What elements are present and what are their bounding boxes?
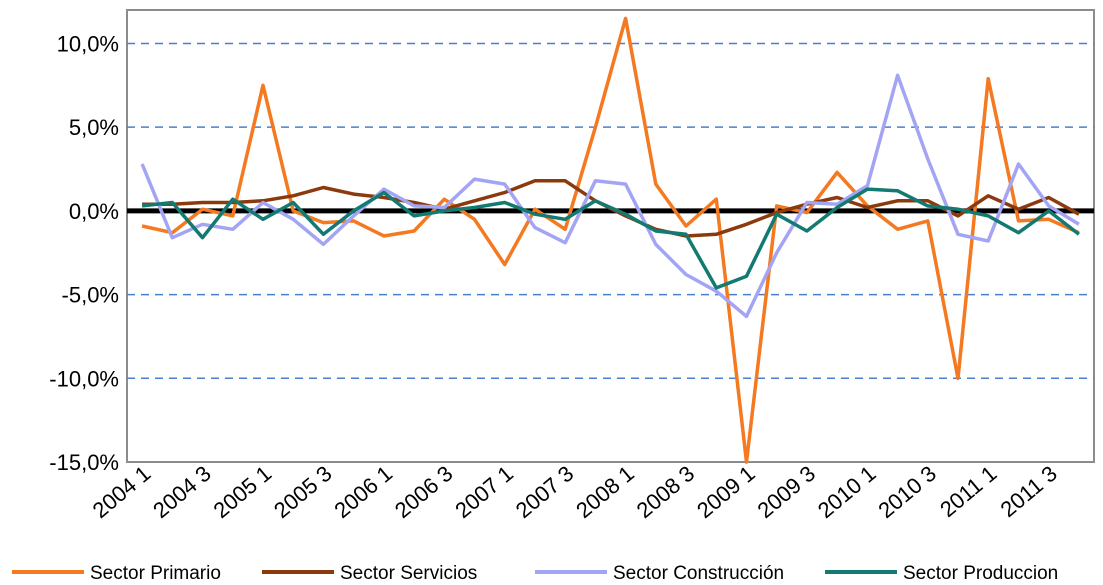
- x-tick-label: 2008 3: [632, 461, 700, 523]
- x-tick-label: 2011 3: [996, 461, 1062, 522]
- y-tick-label: 5,0%: [69, 115, 119, 140]
- x-tick-label: 2005 3: [269, 461, 337, 523]
- x-tick-label: 2009 3: [753, 461, 821, 523]
- x-tick-label: 2008 1: [571, 461, 639, 523]
- x-tick-label: 2009 1: [692, 461, 760, 523]
- y-tick-label: -15,0%: [49, 450, 119, 475]
- series-line: [140, 73, 1080, 319]
- y-tick-label: 0,0%: [69, 199, 119, 224]
- series-line: [141, 187, 1080, 290]
- plot-frame: [126, 9, 1095, 463]
- x-tick-label: 2005 1: [209, 461, 277, 523]
- legend-label: Sector Primario: [90, 563, 221, 584]
- y-tick-label: -10,0%: [49, 366, 119, 391]
- x-tick-label: 2007 3: [511, 461, 579, 523]
- y-tick-label: 10,0%: [57, 31, 119, 56]
- legend-label: Sector Servicios: [340, 563, 477, 584]
- x-tick-label: 2010 3: [873, 461, 941, 523]
- y-tick-label: -5,0%: [62, 283, 119, 308]
- legend-label: Sector Produccion: [903, 563, 1058, 584]
- x-tick-label: 2006 3: [390, 461, 458, 523]
- x-tick-label: 2011 1: [935, 461, 1001, 522]
- series-line: [141, 16, 1080, 464]
- x-tick-label: 2010 1: [813, 461, 881, 523]
- legend-label: Sector Construcción: [613, 563, 784, 584]
- x-tick-label: 2006 1: [329, 461, 397, 523]
- x-tick-label: 2004 3: [148, 461, 216, 523]
- x-tick-label: 2007 1: [450, 461, 518, 523]
